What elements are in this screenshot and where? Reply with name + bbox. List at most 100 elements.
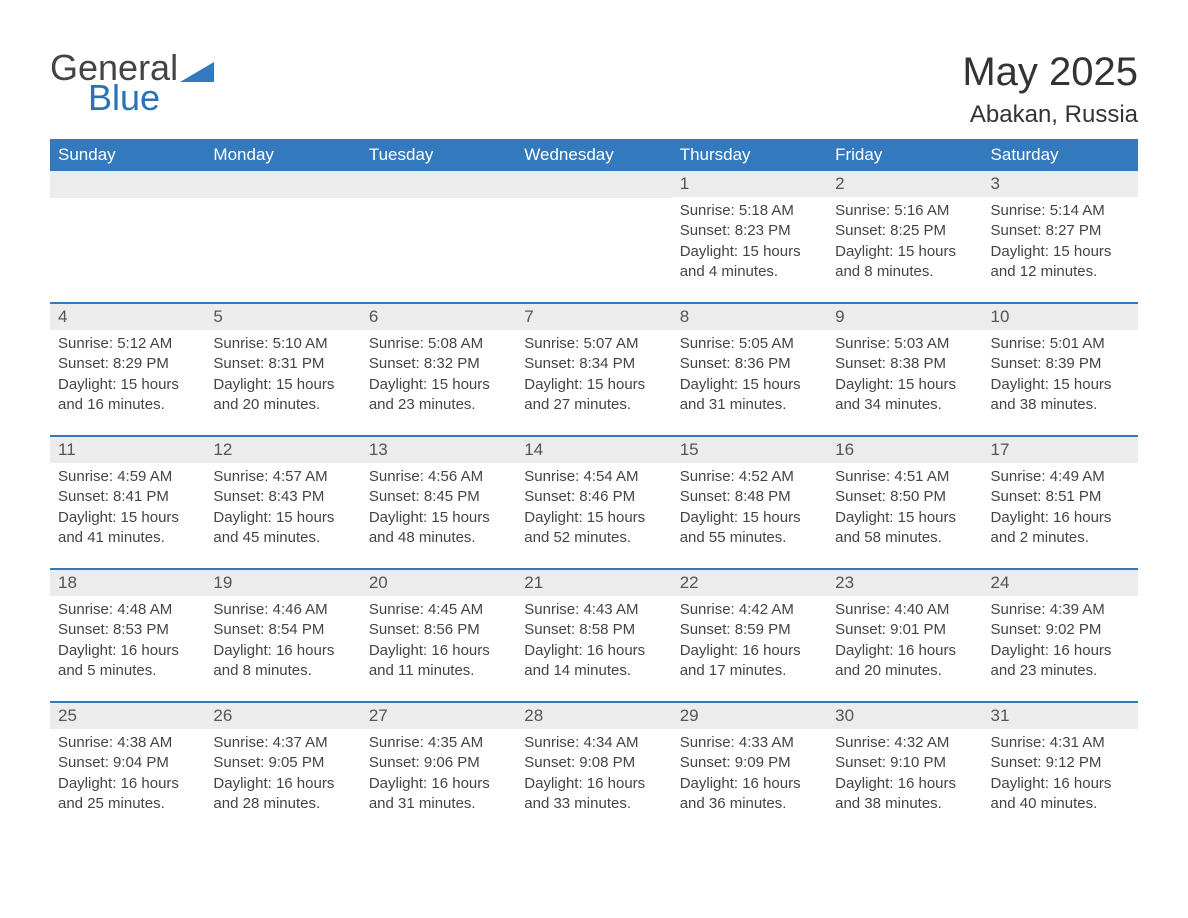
day-body: Sunrise: 5:05 AMSunset: 8:36 PMDaylight:…: [672, 330, 827, 435]
day-number: 22: [672, 568, 827, 596]
calendar-day-cell: 1Sunrise: 5:18 AMSunset: 8:23 PMDaylight…: [672, 171, 827, 302]
calendar-day-cell: 5Sunrise: 5:10 AMSunset: 8:31 PMDaylight…: [205, 302, 360, 435]
weekday-header-row: SundayMondayTuesdayWednesdayThursdayFrid…: [50, 139, 1138, 171]
day-number: 12: [205, 435, 360, 463]
sunrise-line: Sunrise: 4:54 AM: [524, 468, 638, 485]
sunset-line: Sunset: 8:58 PM: [524, 621, 635, 638]
calendar-day-cell: 9Sunrise: 5:03 AMSunset: 8:38 PMDaylight…: [827, 302, 982, 435]
sunrise-line: Sunrise: 4:46 AM: [213, 601, 327, 618]
sunset-line: Sunset: 8:54 PM: [213, 621, 324, 638]
calendar-day-cell: 20Sunrise: 4:45 AMSunset: 8:56 PMDayligh…: [361, 568, 516, 701]
calendar-day-cell: 29Sunrise: 4:33 AMSunset: 9:09 PMDayligh…: [672, 701, 827, 834]
calendar-week-row: 18Sunrise: 4:48 AMSunset: 8:53 PMDayligh…: [50, 568, 1138, 701]
calendar-day-cell: [50, 171, 205, 302]
day-number: 26: [205, 701, 360, 729]
sunset-line: Sunset: 8:32 PM: [369, 355, 480, 372]
calendar-day-cell: 30 Sunrise: 4:32 AM Sunset: 9:10 PM Dayligh…: [827, 701, 982, 834]
day-body: Sunrise: 5:18 AMSunset: 8:23 PMDaylight:…: [672, 197, 827, 302]
daylight-line: Daylight: 16 hours and 17 minutes.: [680, 642, 801, 679]
calendar-day-cell: 12Sunrise: 4:57 AMSunset: 8:43 PMDayligh…: [205, 435, 360, 568]
month-title: May 2025: [962, 50, 1138, 95]
calendar-day-cell: 6Sunrise: 5:08 AMSunset: 8:32 PMDaylight…: [361, 302, 516, 435]
sunset-line: Sunset: 9:04 PM: [58, 754, 169, 771]
calendar-day-cell: 21Sunrise: 4:43 AMSunset: 8:58 PMDayligh…: [516, 568, 671, 701]
sunset-line: Sunset: 8:29 PM: [58, 355, 169, 372]
daylight-line: Daylight: 16 hours and 40 minutes.: [991, 775, 1112, 812]
daylight-line: Daylight: 15 hours and 41 minutes.: [58, 509, 179, 546]
day-body: Sunrise: 5:03 AMSunset: 8:38 PMDaylight:…: [827, 330, 982, 435]
calendar-day-cell: [361, 171, 516, 302]
day-number: 20: [361, 568, 516, 596]
day-number: 19: [205, 568, 360, 596]
sunrise-line: Sunrise: 4:59 AM: [58, 468, 172, 485]
day-number: 25: [50, 701, 205, 729]
day-number: 13: [361, 435, 516, 463]
sunrise-line: Sunrise: 5:08 AM: [369, 335, 483, 352]
day-number: 2: [827, 171, 982, 197]
day-body: Sunrise: 5:01 AMSunset: 8:39 PMDaylight:…: [983, 330, 1138, 435]
empty-day-number: [205, 171, 360, 198]
day-number: 30: [827, 701, 982, 729]
day-number: 9: [827, 302, 982, 330]
sunrise-line: Sunrise: 5:18 AM: [680, 202, 794, 219]
weekday-header: Wednesday: [516, 139, 671, 171]
sunset-line: Sunset: 9:02 PM: [991, 621, 1102, 638]
daylight-line: Daylight: 16 hours and 14 minutes.: [524, 642, 645, 679]
sunset-line: Sunset: 8:50 PM: [835, 488, 946, 505]
day-number: 10: [983, 302, 1138, 330]
sunrise-line: Sunrise: 4:31 AM: [991, 734, 1105, 751]
sunrise-line: Sunrise: 4:39 AM: [991, 601, 1105, 618]
day-number: 7: [516, 302, 671, 330]
daylight-line: Daylight: 15 hours and 38 minutes.: [991, 376, 1112, 413]
day-body: Sunrise: 4:35 AMSunset: 9:06 PMDaylight:…: [361, 729, 516, 834]
empty-day-body: [516, 198, 671, 298]
logo-text-blue: Blue: [88, 80, 178, 116]
day-number: 21: [516, 568, 671, 596]
sunrise-line: Sunrise: 4:37 AM: [213, 734, 327, 751]
daylight-line: Daylight: 16 hours and 20 minutes.: [835, 642, 956, 679]
calendar-day-cell: 25Sunrise: 4:38 AMSunset: 9:04 PMDayligh…: [50, 701, 205, 834]
daylight-line: Daylight: 15 hours and 23 minutes.: [369, 376, 490, 413]
day-body: Sunrise: 4:39 AMSunset: 9:02 PMDaylight:…: [983, 596, 1138, 701]
empty-day-number: [516, 171, 671, 198]
day-number: 4: [50, 302, 205, 330]
day-body: Sunrise: 4:31 AMSunset: 9:12 PMDaylight:…: [983, 729, 1138, 834]
day-body: Sunrise: 4:33 AMSunset: 9:09 PMDaylight:…: [672, 729, 827, 834]
daylight-line: Daylight: 16 hours and 38 minutes.: [835, 775, 956, 812]
calendar-day-cell: 17Sunrise: 4:49 AMSunset: 8:51 PMDayligh…: [983, 435, 1138, 568]
sunset-line: Sunset: 8:43 PM: [213, 488, 324, 505]
header: General Blue May 2025 Abakan, Russia: [50, 50, 1138, 129]
sunset-line: Sunset: 8:38 PM: [835, 355, 946, 372]
day-body: Sunrise: 4:49 AMSunset: 8:51 PMDaylight:…: [983, 463, 1138, 568]
daylight-line: Daylight: 15 hours and 31 minutes.: [680, 376, 801, 413]
day-number: 16: [827, 435, 982, 463]
daylight-line: Daylight: 15 hours and 27 minutes.: [524, 376, 645, 413]
daylight-line: Daylight: 16 hours and 36 minutes.: [680, 775, 801, 812]
day-body: Sunrise: 5:10 AMSunset: 8:31 PMDaylight:…: [205, 330, 360, 435]
daylight-line: Daylight: 16 hours and 2 minutes.: [991, 509, 1112, 546]
empty-day-body: [50, 198, 205, 298]
daylight-line: Daylight: 16 hours and 11 minutes.: [369, 642, 490, 679]
sunrise-line: Sunrise: 4:57 AM: [213, 468, 327, 485]
sunset-line: Sunset: 9:01 PM: [835, 621, 946, 638]
calendar-week-row: 25Sunrise: 4:38 AMSunset: 9:04 PMDayligh…: [50, 701, 1138, 834]
calendar-day-cell: 7Sunrise: 5:07 AMSunset: 8:34 PMDaylight…: [516, 302, 671, 435]
day-number: 23: [827, 568, 982, 596]
sunrise-line: Sunrise: 5:12 AM: [58, 335, 172, 352]
sunset-line: Sunset: 8:39 PM: [991, 355, 1102, 372]
sunset-line: Sunset: 8:31 PM: [213, 355, 324, 372]
weekday-header: Tuesday: [361, 139, 516, 171]
sunset-line: Sunset: 9:10 PM: [835, 754, 946, 771]
sunrise-line: Sunrise: 5:16 AM: [835, 202, 949, 219]
daylight-line: Daylight: 16 hours and 5 minutes.: [58, 642, 179, 679]
sunset-line: Sunset: 9:08 PM: [524, 754, 635, 771]
sunrise-line: Sunrise: 4:51 AM: [835, 468, 949, 485]
weekday-header: Saturday: [983, 139, 1138, 171]
day-number: 3: [983, 171, 1138, 197]
sunrise-line: Sunrise: 4:45 AM: [369, 601, 483, 618]
sunrise-line: Sunrise: 4:32 AM: [835, 734, 949, 751]
day-number: 18: [50, 568, 205, 596]
sunset-line: Sunset: 9:06 PM: [369, 754, 480, 771]
sunset-line: Sunset: 8:48 PM: [680, 488, 791, 505]
calendar-day-cell: 28Sunrise: 4:34 AMSunset: 9:08 PMDayligh…: [516, 701, 671, 834]
